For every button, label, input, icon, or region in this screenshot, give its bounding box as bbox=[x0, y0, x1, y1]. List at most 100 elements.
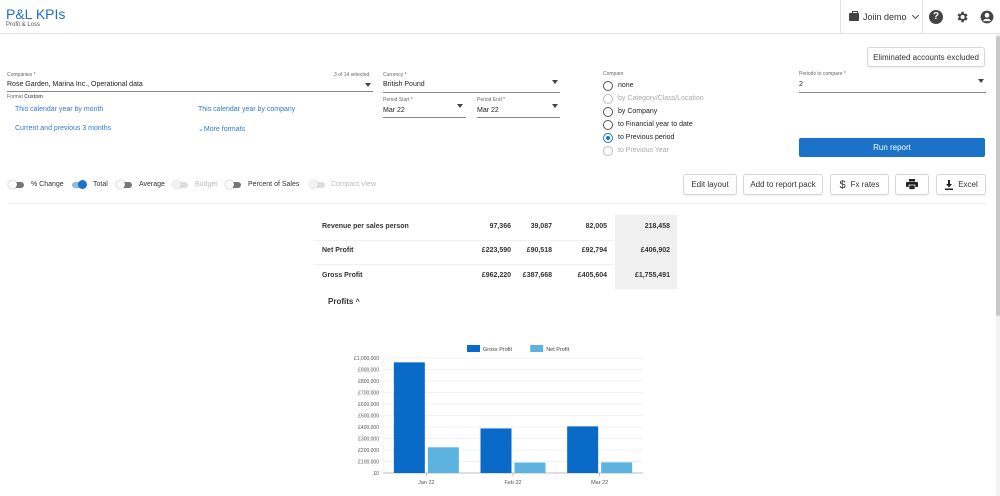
y-tick-label: £400,000 bbox=[358, 425, 379, 431]
table-cell: £962,220 bbox=[481, 272, 511, 279]
excel-export-button[interactable]: Excel bbox=[936, 174, 986, 195]
section-divider bbox=[8, 203, 986, 204]
period-end-select[interactable]: Mar 22 bbox=[477, 107, 499, 114]
compare-radio-to-financial-year-to-date[interactable] bbox=[603, 120, 613, 130]
toggle-knob bbox=[78, 180, 87, 189]
currency-dropdown-icon[interactable] bbox=[552, 80, 558, 84]
table-cell: £92,794 bbox=[581, 247, 607, 254]
companies-select[interactable]: Rose Garden, Marina Inc., Operational da… bbox=[7, 81, 143, 88]
compare-radio-by-category-class-location bbox=[603, 94, 613, 104]
toggle-knob bbox=[8, 180, 17, 189]
table-cell: 39,087 bbox=[530, 223, 552, 230]
header-divider bbox=[922, 0, 923, 34]
scrollbar-thumb[interactable] bbox=[996, 36, 1000, 316]
currency-underline bbox=[383, 92, 560, 93]
toggle-track bbox=[10, 182, 24, 188]
company-switcher[interactable]: Joiin demo bbox=[840, 0, 922, 34]
period-end-underline bbox=[477, 117, 560, 118]
companies-dropdown-icon[interactable] bbox=[365, 83, 371, 87]
legend-swatch bbox=[467, 345, 480, 352]
toggle-track bbox=[227, 182, 241, 188]
table-row-label: Gross Profit bbox=[322, 272, 363, 279]
y-tick-label: £300,000 bbox=[358, 437, 379, 443]
y-tick-label: £600,000 bbox=[358, 402, 379, 408]
dollar-icon: $ bbox=[839, 178, 846, 191]
gear-icon[interactable] bbox=[955, 10, 969, 24]
period-start-underline bbox=[383, 117, 466, 118]
compare-option-label: none bbox=[618, 82, 634, 89]
table-cell: 218,458 bbox=[644, 223, 670, 230]
y-tick-label: £100,000 bbox=[358, 460, 379, 466]
currency-select[interactable]: British Pound bbox=[383, 81, 425, 88]
toggle-track bbox=[174, 182, 188, 188]
y-tick-label: £1,000,000 bbox=[354, 356, 379, 362]
table-cell: 97,366 bbox=[489, 223, 511, 230]
period-start-dropdown-icon[interactable] bbox=[457, 104, 463, 108]
y-tick-label: £200,000 bbox=[358, 448, 379, 454]
print-button[interactable] bbox=[895, 174, 929, 195]
bar-net-profit bbox=[514, 462, 546, 473]
toggle-label: Total bbox=[93, 181, 108, 188]
eliminated-accounts-button[interactable]: Eliminated accounts excluded bbox=[867, 47, 985, 67]
table-row-label: Net Profit bbox=[322, 247, 354, 254]
toggle-label: % Change bbox=[31, 181, 64, 188]
account-icon[interactable] bbox=[980, 10, 994, 24]
compare-radio-to-previous-period[interactable] bbox=[603, 133, 613, 143]
y-tick-label: £900,000 bbox=[358, 368, 379, 374]
companies-label: Companies * bbox=[7, 72, 36, 78]
app-header: P&L KPIs Profit & Loss Joiin demo ? bbox=[0, 0, 1000, 34]
toggle-knob bbox=[116, 180, 125, 189]
chevron-down-icon: ⌄ bbox=[198, 126, 204, 133]
periods-compare-select[interactable]: 2 bbox=[799, 81, 803, 88]
period-start-select[interactable]: Mar 22 bbox=[383, 107, 405, 114]
page-subtitle: Profit & Loss bbox=[6, 22, 41, 28]
toggle-label: Average bbox=[139, 181, 165, 188]
table-cell: £406,902 bbox=[640, 247, 670, 254]
profits-section-toggle[interactable]: Profits ^ bbox=[328, 297, 360, 306]
compare-option-label: by Company bbox=[618, 108, 658, 115]
format-link-year-by-company[interactable]: This calendar year by company bbox=[198, 106, 296, 113]
compare-radio-by-company[interactable] bbox=[603, 107, 613, 117]
period-end-dropdown-icon[interactable] bbox=[552, 104, 558, 108]
periods-compare-underline bbox=[799, 92, 986, 93]
bar-net-profit bbox=[601, 462, 633, 473]
help-icon[interactable]: ? bbox=[929, 10, 943, 24]
toggle--change[interactable] bbox=[8, 180, 25, 189]
compare-option-label: to Previous Year bbox=[618, 147, 669, 154]
toggle-compact-view bbox=[309, 180, 326, 189]
total-column-highlight bbox=[615, 215, 677, 289]
compare-option-label: to Financial year to date bbox=[618, 121, 693, 128]
table-cell: £387,668 bbox=[522, 272, 552, 279]
legend-label: Net Profit bbox=[546, 347, 569, 353]
edit-layout-button[interactable]: Edit layout bbox=[683, 174, 737, 195]
table-cell: £223,590 bbox=[481, 247, 511, 254]
toggle-label: Percent of Sales bbox=[248, 181, 300, 188]
toggle-average[interactable] bbox=[116, 180, 133, 189]
currency-label: Currency * bbox=[383, 72, 407, 78]
row-divider bbox=[315, 240, 677, 241]
compare-label: Compare bbox=[603, 71, 624, 77]
compare-radio-none[interactable] bbox=[603, 81, 613, 91]
format-link-current-previous[interactable]: Current and previous 3 months bbox=[15, 125, 112, 132]
bar-gross-profit bbox=[393, 362, 425, 473]
profits-bar-chart: £0 £100,000 £200,000 £300,000 £400,000 £500,0… bbox=[354, 345, 643, 486]
toggle-label: Compact View bbox=[331, 181, 377, 188]
toggle-percent-of-sales[interactable] bbox=[225, 180, 242, 189]
more-formats-link[interactable]: ⌄More formats bbox=[198, 126, 246, 133]
x-tick-label: Feb 22 bbox=[504, 480, 521, 486]
run-report-button[interactable]: Run report bbox=[799, 138, 985, 157]
toggle-total[interactable] bbox=[70, 180, 87, 189]
toggle-label: Budget bbox=[195, 181, 218, 188]
y-tick-label: £0 bbox=[373, 471, 379, 477]
format-link-year-by-month[interactable]: This calendar year by month bbox=[15, 106, 104, 113]
period-end-label: Period End * bbox=[477, 97, 506, 103]
add-to-report-pack-button[interactable]: Add to report pack bbox=[743, 174, 823, 195]
page-title: P&L KPIs bbox=[6, 6, 66, 22]
toggle-knob bbox=[172, 180, 181, 189]
toggle-budget bbox=[172, 180, 189, 189]
toggle-knob bbox=[225, 180, 234, 189]
toggle-track bbox=[118, 182, 132, 188]
periods-compare-dropdown-icon[interactable] bbox=[978, 79, 984, 83]
fx-rates-button[interactable]: $ Fx rates bbox=[830, 174, 889, 195]
table-cell: £405,604 bbox=[577, 272, 607, 279]
